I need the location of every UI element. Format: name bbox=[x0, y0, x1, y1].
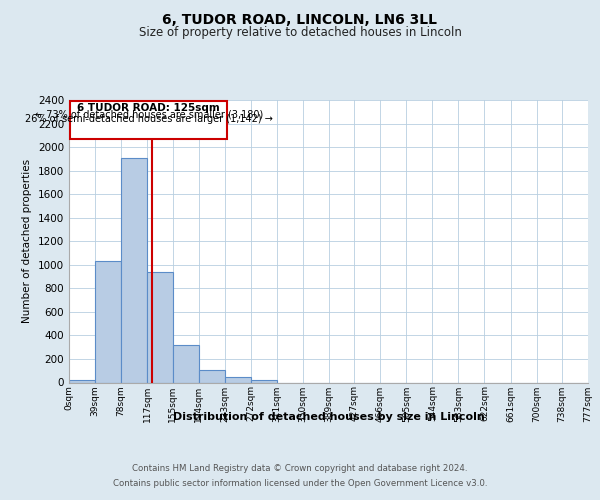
Bar bbox=[95, 262, 121, 382]
FancyBboxPatch shape bbox=[70, 101, 227, 140]
Text: 26% of semi-detached houses are larger (1,142) →: 26% of semi-detached houses are larger (… bbox=[25, 114, 273, 124]
Text: Distribution of detached houses by size in Lincoln: Distribution of detached houses by size … bbox=[173, 412, 485, 422]
Text: 6, TUDOR ROAD, LINCOLN, LN6 3LL: 6, TUDOR ROAD, LINCOLN, LN6 3LL bbox=[163, 12, 437, 26]
Bar bbox=[224, 376, 251, 382]
Text: Contains HM Land Registry data © Crown copyright and database right 2024.: Contains HM Land Registry data © Crown c… bbox=[132, 464, 468, 473]
Text: Size of property relative to detached houses in Lincoln: Size of property relative to detached ho… bbox=[139, 26, 461, 39]
Bar bbox=[199, 370, 224, 382]
Y-axis label: Number of detached properties: Number of detached properties bbox=[22, 159, 32, 324]
Bar bbox=[147, 272, 173, 382]
Bar bbox=[251, 380, 277, 382]
Bar bbox=[121, 158, 147, 382]
Text: Contains public sector information licensed under the Open Government Licence v3: Contains public sector information licen… bbox=[113, 479, 487, 488]
Bar bbox=[69, 380, 95, 382]
Text: 6 TUDOR ROAD: 125sqm: 6 TUDOR ROAD: 125sqm bbox=[77, 104, 220, 114]
Text: ← 73% of detached houses are smaller (3,180): ← 73% of detached houses are smaller (3,… bbox=[35, 109, 263, 119]
Bar bbox=[173, 345, 199, 383]
